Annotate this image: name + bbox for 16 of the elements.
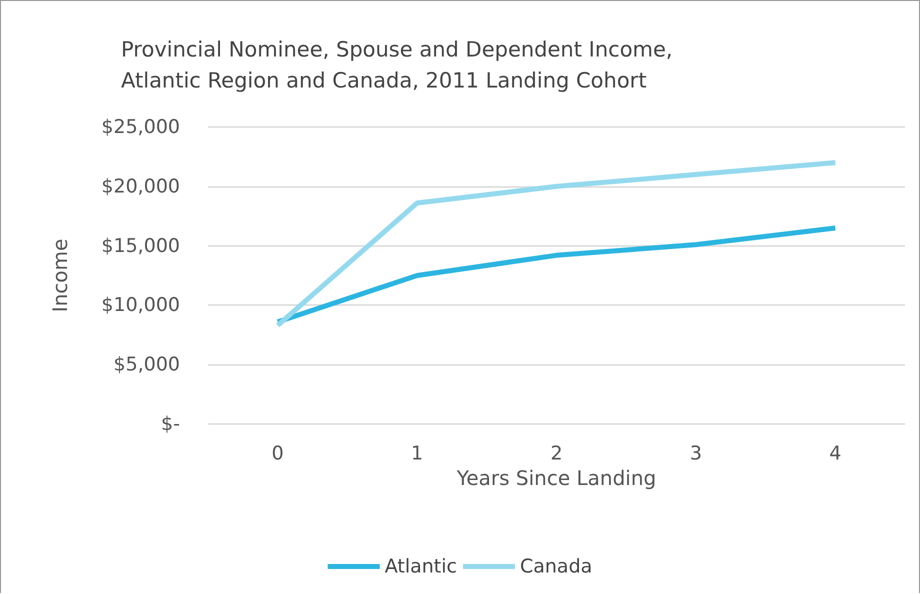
legend-label: Atlantic: [384, 556, 457, 578]
x-axis-title: Years Since Landing: [456, 466, 656, 490]
y-tick-label: $25,000: [101, 116, 180, 138]
y-tick-label: $20,000: [101, 175, 180, 198]
chart-title: Provincial Nominee, Spouse and Dependent Income, Atlantic Region and Canada, 2011 Landing Cohort: [121, 38, 673, 92]
y-tick-label: $5,000: [114, 354, 180, 376]
y-tick-label: $-: [161, 413, 180, 435]
y-tick-label: $15,000: [101, 234, 180, 257]
y-axis-title: Income: [48, 238, 72, 312]
y-tick-label: $10,000: [101, 294, 180, 316]
legend-label: Canada: [520, 556, 592, 578]
x-tick-label: 3: [690, 442, 702, 464]
x-tick-label: 1: [411, 442, 424, 464]
x-tick-label: 2: [550, 442, 563, 464]
x-tick-label: 0: [272, 442, 284, 464]
x-tick-label: 4: [829, 442, 842, 464]
